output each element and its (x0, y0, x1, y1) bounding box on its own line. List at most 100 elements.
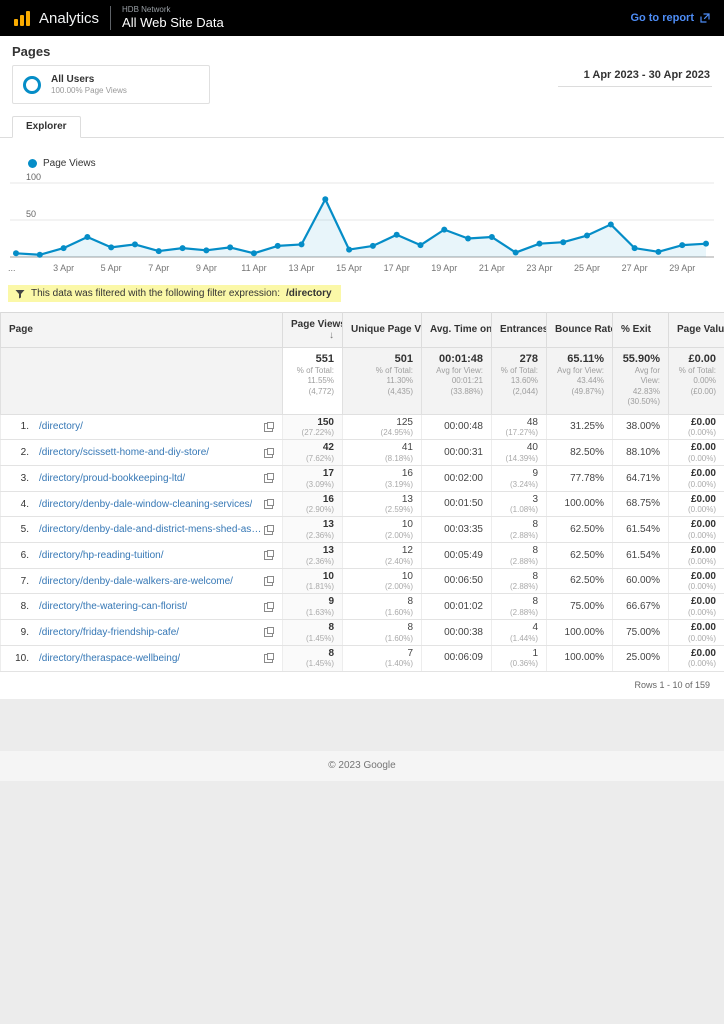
chart-point[interactable] (322, 196, 329, 203)
date-range-selector[interactable]: 1 Apr 2023 - 30 Apr 2023 (557, 67, 712, 87)
column-header-page[interactable]: Page (0, 312, 283, 348)
cell-entrances: 8 (2.88%) (491, 593, 547, 621)
page-link[interactable]: /directory/friday-friendship-cafe/ (39, 626, 180, 638)
go-to-report-link[interactable]: Go to report (630, 12, 710, 24)
chart-point[interactable] (536, 241, 543, 248)
chart-point[interactable] (584, 232, 591, 239)
legend-label: Page Views (43, 158, 96, 170)
chart-point[interactable] (227, 244, 234, 251)
open-in-new-icon[interactable] (264, 524, 274, 535)
cell-avg_time: 00:00:31 (421, 439, 492, 467)
cell-bounce: 62.50% (546, 516, 613, 544)
chart-point[interactable] (393, 232, 400, 239)
column-header-avg_time[interactable]: Avg. Time on Page (421, 312, 492, 348)
column-header-value[interactable]: Page Value (668, 312, 724, 348)
chart-point[interactable] (131, 241, 138, 248)
page-link[interactable]: /directory/the-watering-can-florist/ (39, 601, 188, 613)
page-link[interactable]: /directory/scissett-home-and-diy-store/ (39, 447, 210, 459)
chart-point[interactable] (512, 249, 519, 256)
open-in-new-icon[interactable] (264, 499, 274, 510)
cell-exit: 75.00% (612, 619, 669, 646)
column-header-entrances[interactable]: Entrances (491, 312, 547, 348)
cell-unique: 10 (2.00%) (342, 567, 422, 595)
chart-point[interactable] (346, 246, 353, 253)
chart-point[interactable] (441, 227, 448, 234)
page-cell: 3. /directory/proud-bookkeeping-ltd/ (0, 465, 283, 492)
column-header-bounce[interactable]: Bounce Rate (546, 312, 613, 348)
chart-point[interactable] (679, 242, 686, 249)
chart-point[interactable] (631, 245, 638, 252)
chart-point[interactable] (108, 244, 115, 251)
open-in-new-icon[interactable] (264, 627, 274, 638)
chart-point[interactable] (36, 252, 43, 259)
chart-point[interactable] (203, 247, 210, 254)
chart-point[interactable] (13, 250, 19, 257)
chart-point[interactable] (465, 235, 472, 242)
cell-unique: 41 (8.18%) (342, 439, 422, 467)
chart-point[interactable] (703, 241, 709, 248)
open-in-new-icon[interactable] (264, 653, 274, 664)
x-axis-tick-label: 9 Apr (196, 263, 217, 273)
chart-point[interactable] (298, 241, 305, 248)
chart-point[interactable] (179, 245, 186, 252)
open-in-new-icon[interactable] (264, 421, 274, 432)
row-rank: 2. (20, 447, 29, 459)
cell-exit: 66.67% (612, 593, 669, 621)
segment-card[interactable]: All Users 100.00% Page Views (12, 65, 210, 105)
chart-point[interactable] (560, 239, 567, 246)
totals-empty-cell (0, 346, 283, 415)
chart-point[interactable] (155, 248, 162, 255)
chart-point[interactable] (488, 234, 495, 241)
page-link[interactable]: /directory/denby-dale-and-district-mens-… (39, 524, 264, 536)
x-axis-tick-label: 17 Apr (384, 263, 410, 273)
pagination-label[interactable]: Rows 1 - 10 of 159 (0, 671, 724, 699)
open-in-new-icon[interactable] (264, 447, 274, 458)
segment-ring-icon (23, 75, 41, 94)
column-header-unique[interactable]: Unique Page Views (342, 312, 422, 348)
totals-entrances: 278% of Total: 13.60% (2,044) (491, 346, 547, 415)
page-link[interactable]: /directory/denby-dale-walkers-are-welcom… (39, 575, 233, 587)
table-row: 7. /directory/denby-dale-walkers-are-welc… (0, 567, 724, 595)
x-axis-tick-label: 19 Apr (431, 263, 457, 273)
page-link[interactable]: /directory/hp-reading-tuition/ (39, 549, 164, 561)
cell-value: £0.00 (0.00%) (668, 567, 724, 595)
chart-point[interactable] (417, 242, 424, 249)
cell-exit: 64.71% (612, 465, 669, 492)
page-link[interactable]: /directory/proud-bookkeeping-ltd/ (39, 472, 186, 484)
chart-point[interactable] (60, 245, 67, 252)
open-in-new-icon[interactable] (264, 576, 274, 587)
page-link[interactable]: /directory/theraspace-wellbeing/ (39, 652, 181, 664)
open-in-new-icon[interactable] (264, 550, 274, 561)
column-header-page_views[interactable]: Page Views ↓ (282, 312, 343, 348)
page-link[interactable]: /directory/denby-dale-window-cleaning-se… (39, 498, 253, 510)
cell-exit: 68.75% (612, 490, 669, 518)
row-rank: 1. (20, 421, 29, 433)
report-head: Pages All Users 100.00% Page Views 1 Apr… (0, 36, 724, 105)
cell-value: £0.00 (0.00%) (668, 413, 724, 441)
segment-name: All Users (51, 74, 95, 85)
gray-filler-top (0, 698, 724, 751)
chart-point[interactable] (369, 243, 376, 250)
chart-point[interactable] (655, 249, 662, 256)
cell-unique: 7 (1.40%) (342, 644, 422, 672)
table-row: 3. /directory/proud-bookkeeping-ltd/17 (3.… (0, 465, 724, 492)
chart-point[interactable] (250, 250, 257, 257)
filter-notice-text: This data was filtered with the followin… (31, 288, 281, 300)
chart-point[interactable] (84, 234, 91, 241)
chart-point[interactable] (274, 243, 281, 250)
page-link[interactable]: /directory/ (39, 421, 83, 433)
row-rank: 3. (20, 472, 29, 484)
column-header-exit[interactable]: % Exit (612, 312, 669, 348)
cell-avg_time: 00:02:00 (421, 465, 492, 492)
open-in-new-icon[interactable] (264, 601, 274, 612)
tab-explorer[interactable]: Explorer (12, 116, 81, 139)
row-rank: 7. (20, 575, 29, 587)
open-in-new-icon[interactable] (264, 473, 274, 484)
page-title: Pages (12, 44, 51, 59)
cell-bounce: 82.50% (546, 439, 613, 467)
cell-entrances: 4 (1.44%) (491, 619, 547, 646)
sort-descending-icon[interactable]: ↓ (329, 329, 334, 341)
chart-legend: Page Views (0, 158, 724, 169)
segment-detail: 100.00% Page Views (51, 86, 127, 95)
chart-point[interactable] (607, 221, 614, 228)
